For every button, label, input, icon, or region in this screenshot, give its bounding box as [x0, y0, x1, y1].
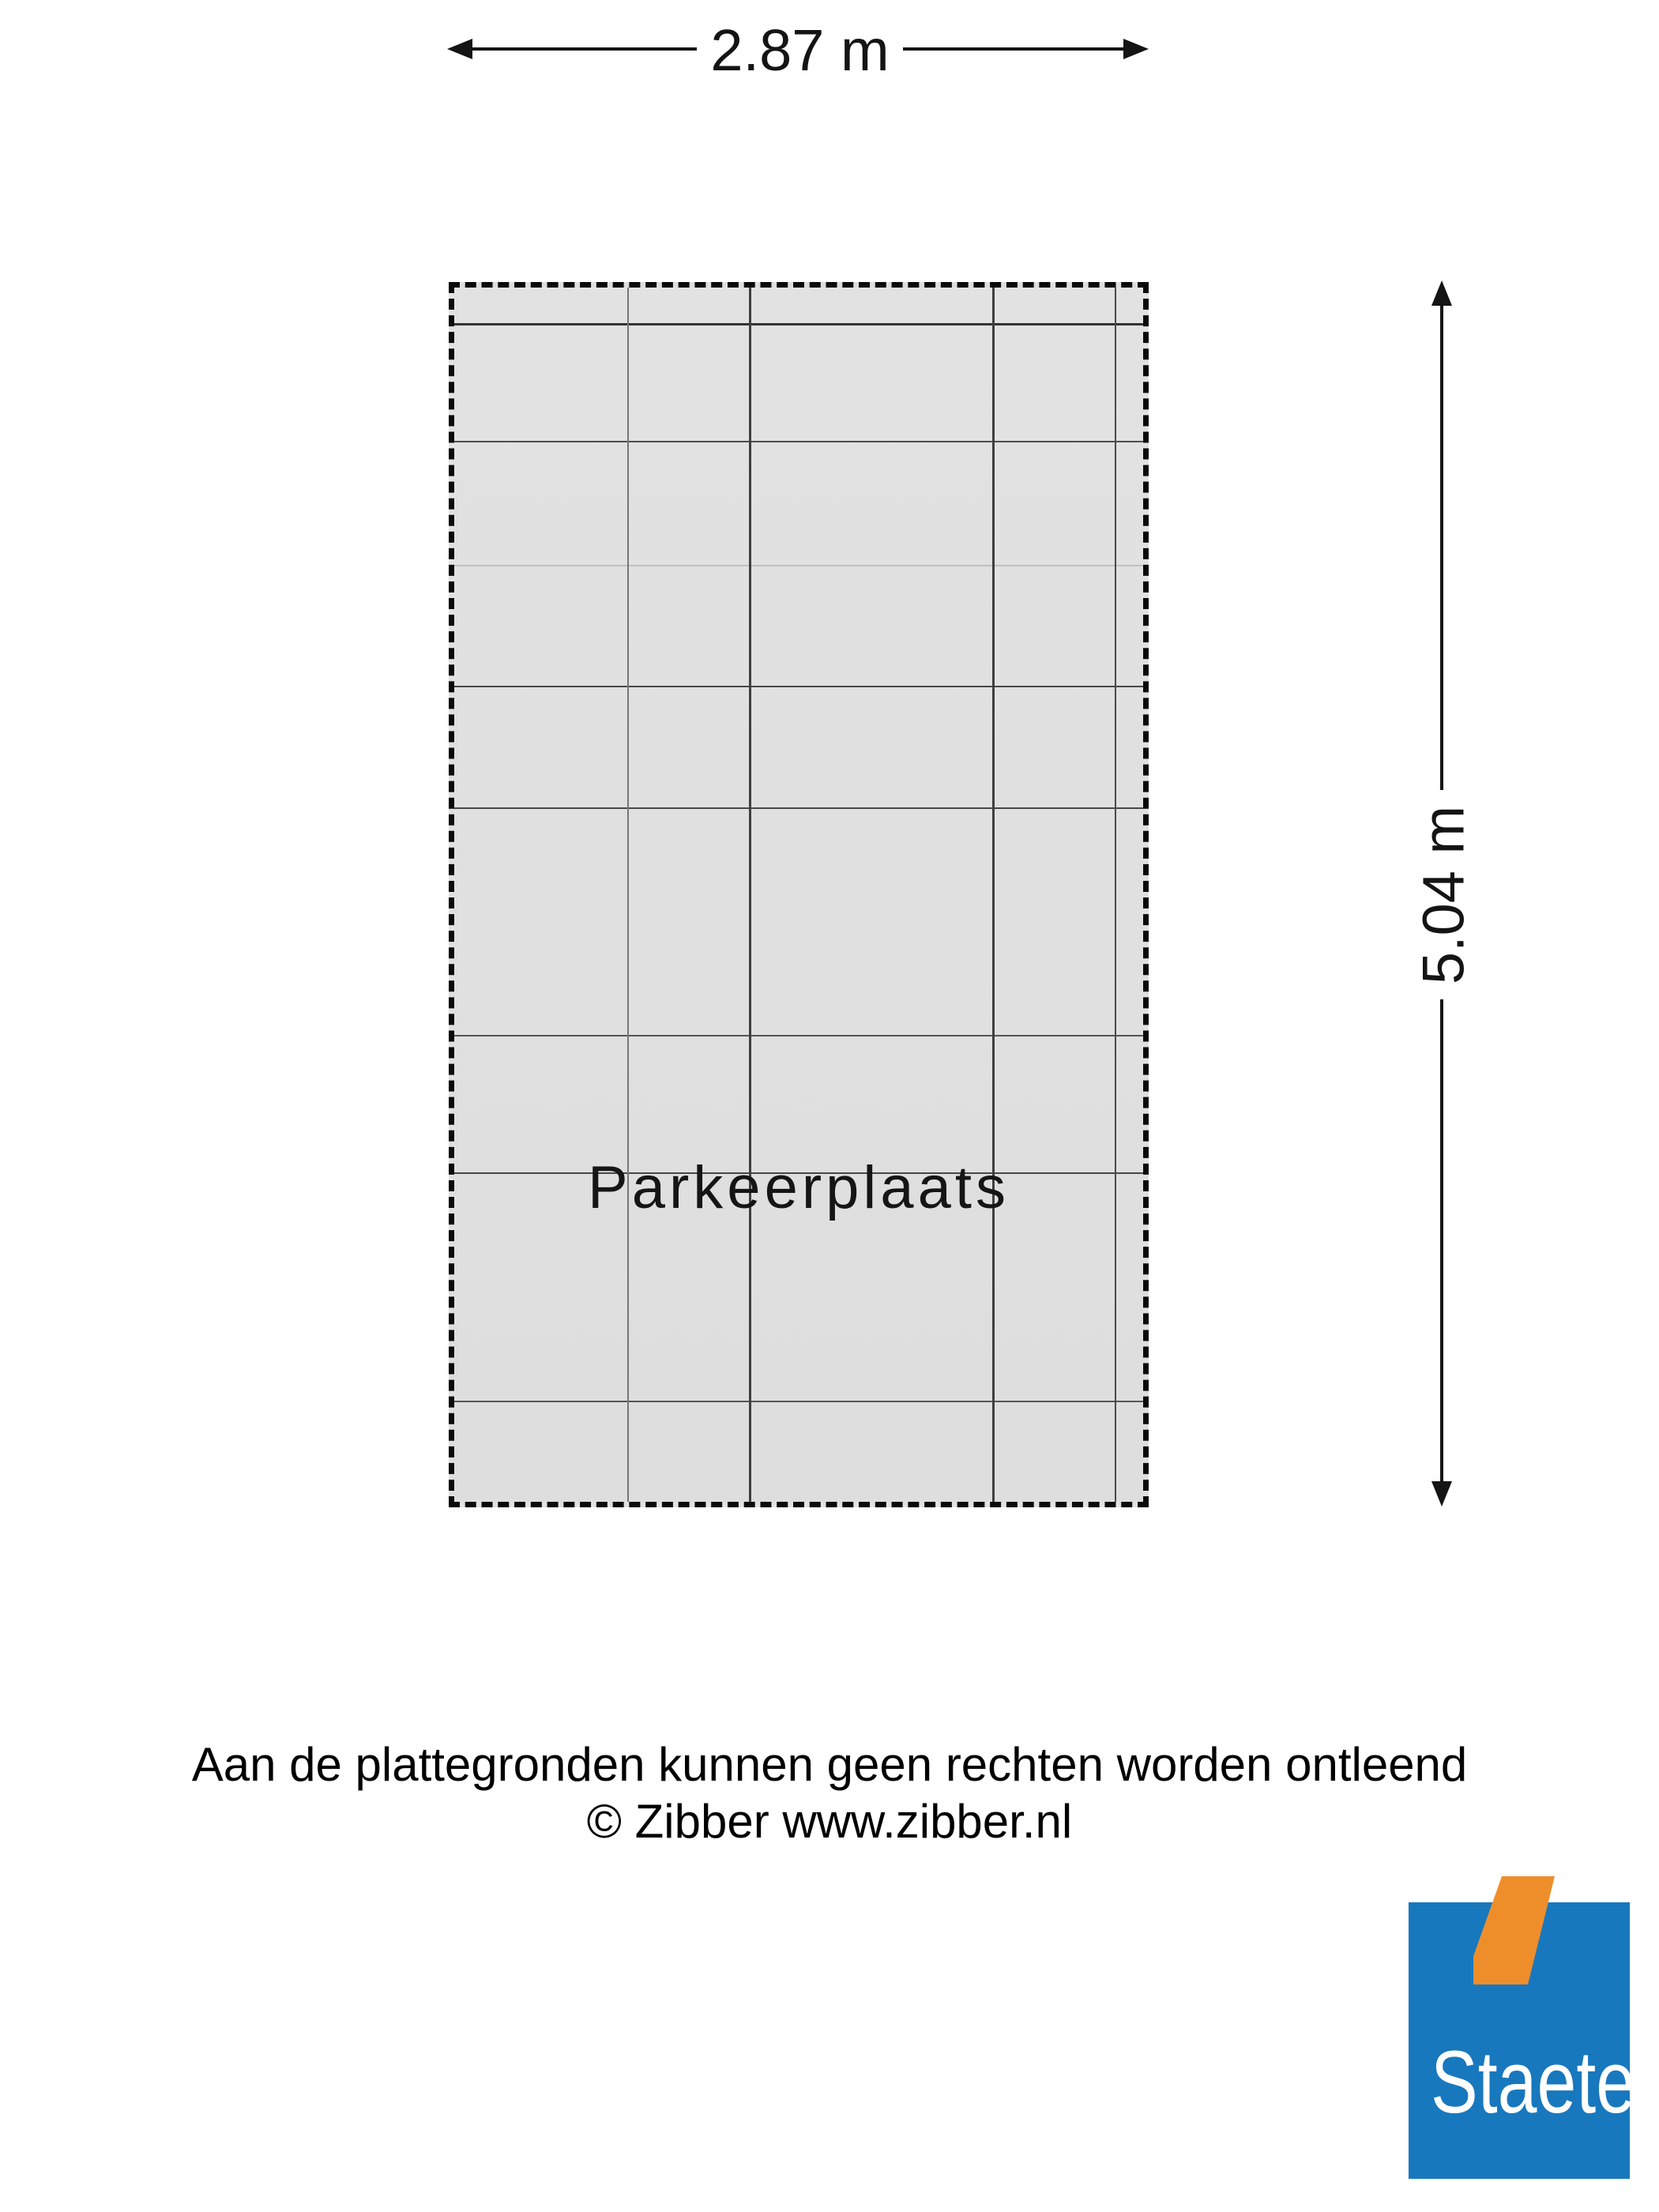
tile-grid-line [454, 1035, 1143, 1036]
width-dimension-label: 2.87 m [710, 17, 890, 83]
tile-grid-line [992, 288, 995, 1502]
tile-grid-line [749, 288, 751, 1502]
arrow-right-icon [1123, 39, 1149, 59]
tile-grid-line [454, 686, 1143, 687]
room-label: Parkeerplaats [588, 1154, 1010, 1221]
tile-grid-line [454, 1401, 1143, 1402]
dimension-line [470, 47, 697, 51]
height-dimension-label: 5.04 m [1410, 805, 1477, 985]
logo-text: Staete [1431, 2033, 1636, 2131]
tile-grid-line [454, 565, 1143, 566]
dimension-line [1440, 304, 1443, 790]
tile-grid-line [1115, 288, 1116, 1502]
tile-grid [454, 288, 1143, 1502]
footer-text: Aan de plattegronden kunnen geen rechten… [0, 1736, 1659, 1850]
copyright-text: © Zibber www.zibber.nl [586, 1795, 1073, 1848]
staete-logo: Staete [1409, 1872, 1659, 2212]
arrow-up-icon [1431, 280, 1452, 306]
tile-grid-line [454, 807, 1143, 809]
tile-grid-line [627, 288, 629, 1502]
disclaimer-text: Aan de plattegronden kunnen geen rechten… [191, 1738, 1468, 1791]
arrow-down-icon [1431, 1481, 1452, 1507]
dimension-line [1440, 999, 1443, 1483]
arrow-left-icon [447, 39, 472, 59]
parking-space-area: Parkeerplaats [449, 282, 1149, 1507]
tile-grid-line [454, 323, 1143, 325]
dimension-line [903, 47, 1127, 51]
tile-grid-line [454, 1172, 1143, 1174]
tile-grid-line [454, 441, 1143, 442]
